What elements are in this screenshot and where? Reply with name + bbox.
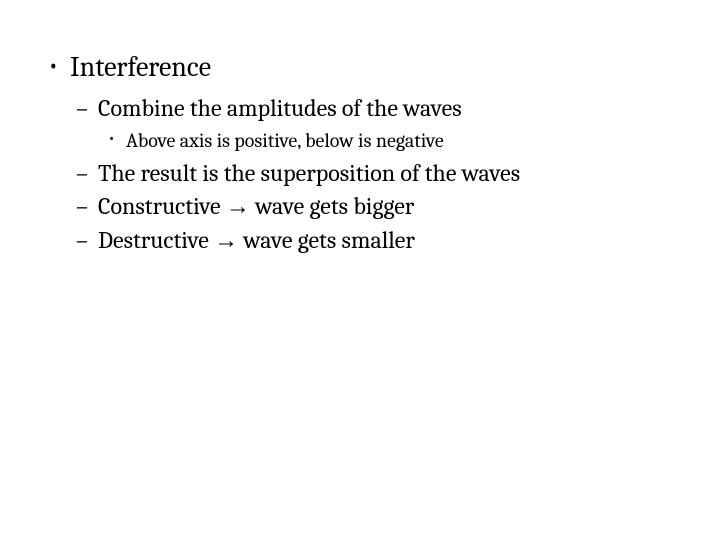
- bullet-lvl2-text-post: wave gets bigger: [250, 192, 414, 220]
- bullet-list-lvl2: Combine the amplitudes of the waves Abov…: [70, 93, 680, 256]
- bullet-lvl2-item: Constructive → wave gets bigger: [70, 191, 680, 222]
- arrow-icon: →: [214, 227, 238, 254]
- bullet-lvl1-item: Interference Combine the amplitudes of t…: [40, 50, 680, 256]
- bullet-lvl2-item: The result is the superposition of the w…: [70, 158, 680, 189]
- bullet-lvl2-text-pre: Constructive: [98, 192, 226, 220]
- bullet-lvl1-text: Interference: [70, 51, 211, 83]
- arrow-icon: →: [226, 193, 250, 220]
- bullet-list-lvl1: Interference Combine the amplitudes of t…: [40, 50, 680, 256]
- bullet-lvl2-text: Combine the amplitudes of the waves: [98, 94, 462, 122]
- bullet-lvl2-item: Combine the amplitudes of the waves Abov…: [70, 93, 680, 154]
- slide: Interference Combine the amplitudes of t…: [0, 0, 720, 540]
- bullet-lvl3-item: Above axis is positive, below is negativ…: [98, 128, 680, 154]
- bullet-lvl2-item: Destructive → wave gets smaller: [70, 225, 680, 256]
- bullet-list-lvl3: Above axis is positive, below is negativ…: [98, 128, 680, 154]
- bullet-lvl2-text-post: wave gets smaller: [238, 226, 415, 254]
- bullet-lvl2-text: The result is the superposition of the w…: [98, 159, 520, 187]
- bullet-lvl3-text: Above axis is positive, below is negativ…: [126, 129, 444, 152]
- bullet-lvl2-text-pre: Destructive: [98, 226, 214, 254]
